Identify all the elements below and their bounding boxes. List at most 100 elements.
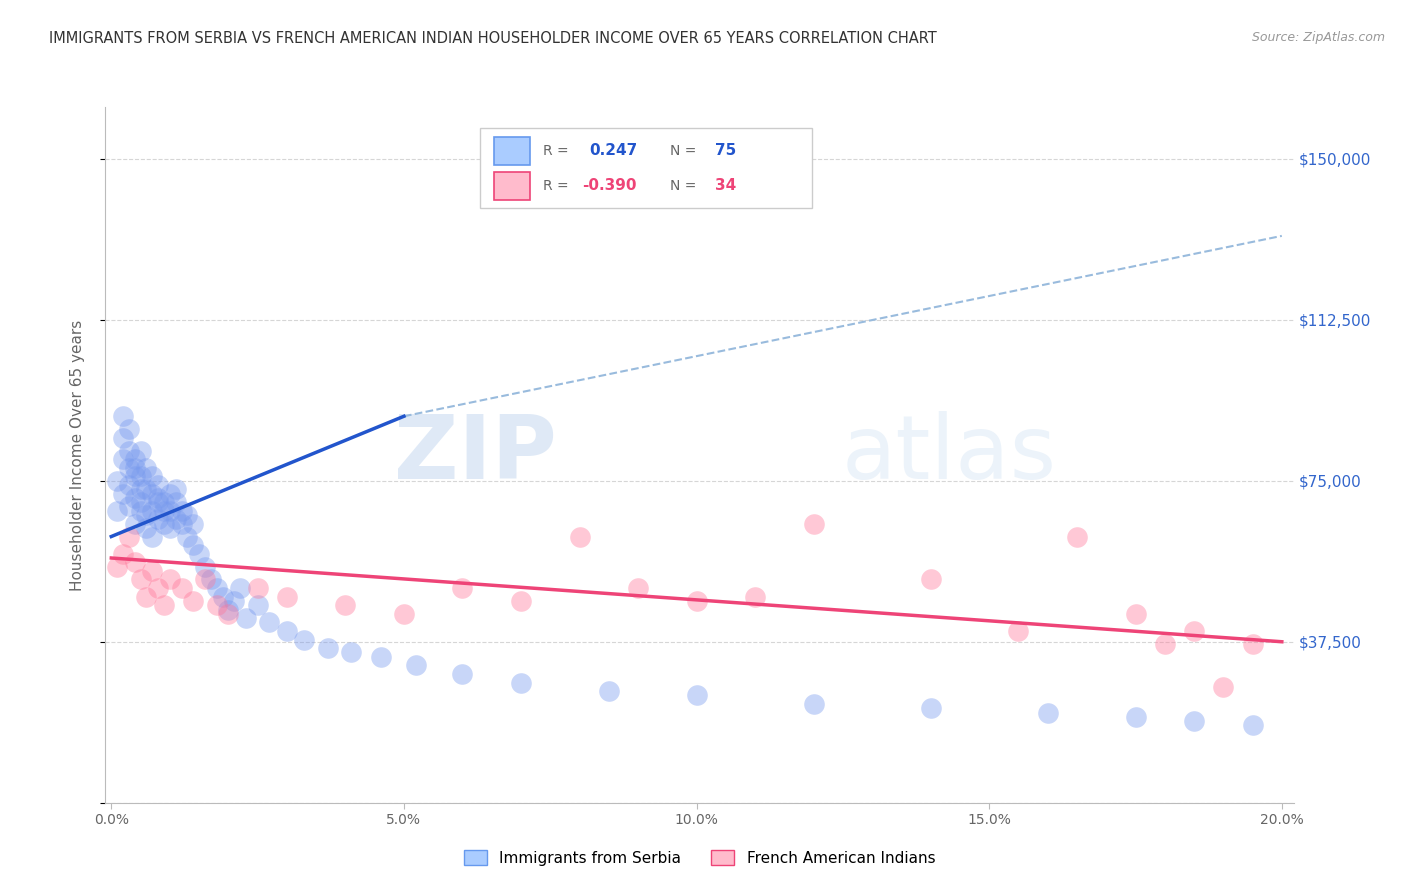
- Point: [1241, 718, 1264, 732]
- Point: [135, 521, 157, 535]
- Point: [141, 564, 163, 578]
- Point: [1066, 529, 1088, 543]
- Bar: [494, 137, 530, 165]
- Point: [124, 460, 146, 475]
- Point: [685, 689, 707, 703]
- Point: [118, 460, 141, 475]
- Bar: [479, 128, 813, 208]
- Point: [205, 581, 228, 595]
- Point: [153, 504, 176, 518]
- Point: [217, 607, 239, 621]
- Point: [129, 504, 152, 518]
- Point: [200, 573, 222, 587]
- Point: [181, 516, 204, 531]
- Point: [181, 594, 204, 608]
- Point: [118, 443, 141, 458]
- Text: atlas: atlas: [842, 411, 1057, 499]
- Point: [105, 504, 128, 518]
- Point: [217, 602, 239, 616]
- Text: 34: 34: [714, 178, 737, 194]
- Point: [111, 452, 134, 467]
- Point: [111, 431, 134, 445]
- Bar: [494, 172, 530, 200]
- Point: [627, 581, 650, 595]
- Point: [159, 486, 181, 500]
- Point: [129, 483, 152, 497]
- Point: [392, 607, 415, 621]
- Point: [159, 573, 181, 587]
- Point: [246, 599, 269, 613]
- Point: [188, 547, 211, 561]
- Text: R =: R =: [543, 144, 568, 158]
- Point: [135, 460, 157, 475]
- Point: [135, 590, 157, 604]
- Point: [146, 495, 169, 509]
- Text: 0.247: 0.247: [589, 144, 637, 159]
- Text: 75: 75: [714, 144, 737, 159]
- Text: -0.390: -0.390: [582, 178, 637, 194]
- Point: [111, 547, 134, 561]
- Point: [1212, 680, 1234, 694]
- Point: [165, 495, 187, 509]
- Point: [920, 701, 942, 715]
- Text: Source: ZipAtlas.com: Source: ZipAtlas.com: [1251, 31, 1385, 45]
- Point: [259, 615, 281, 630]
- Point: [294, 632, 316, 647]
- Point: [165, 512, 187, 526]
- Point: [153, 599, 176, 613]
- Point: [129, 495, 152, 509]
- Point: [118, 500, 141, 514]
- Point: [129, 573, 152, 587]
- Point: [803, 697, 825, 711]
- Point: [451, 667, 474, 681]
- Point: [568, 529, 591, 543]
- Point: [153, 495, 176, 509]
- Point: [124, 469, 146, 483]
- Text: ZIP: ZIP: [394, 411, 557, 499]
- Point: [803, 516, 825, 531]
- Text: IMMIGRANTS FROM SERBIA VS FRENCH AMERICAN INDIAN HOUSEHOLDER INCOME OVER 65 YEAR: IMMIGRANTS FROM SERBIA VS FRENCH AMERICA…: [49, 31, 936, 46]
- Point: [146, 581, 169, 595]
- Point: [1153, 637, 1175, 651]
- Point: [205, 599, 228, 613]
- Point: [176, 508, 198, 522]
- Point: [141, 529, 163, 543]
- Legend: Immigrants from Serbia, French American Indians: Immigrants from Serbia, French American …: [457, 844, 942, 871]
- Point: [1007, 624, 1029, 638]
- Point: [229, 581, 252, 595]
- Point: [118, 422, 141, 436]
- Point: [405, 658, 427, 673]
- Point: [135, 508, 157, 522]
- Point: [1036, 706, 1059, 720]
- Point: [181, 538, 204, 552]
- Point: [920, 573, 942, 587]
- Point: [165, 483, 187, 497]
- Point: [1182, 714, 1205, 729]
- Point: [224, 594, 246, 608]
- Point: [1182, 624, 1205, 638]
- Point: [170, 516, 193, 531]
- Point: [340, 645, 363, 659]
- Point: [316, 641, 339, 656]
- Point: [510, 675, 533, 690]
- Point: [451, 581, 474, 595]
- Text: N =: N =: [669, 144, 696, 158]
- Point: [105, 474, 128, 488]
- Point: [124, 555, 146, 569]
- Point: [744, 590, 766, 604]
- Point: [129, 469, 152, 483]
- Point: [159, 521, 181, 535]
- Point: [129, 443, 152, 458]
- Point: [276, 590, 298, 604]
- Point: [1241, 637, 1264, 651]
- Point: [124, 516, 146, 531]
- Point: [141, 486, 163, 500]
- Point: [176, 529, 198, 543]
- Y-axis label: Householder Income Over 65 years: Householder Income Over 65 years: [70, 319, 84, 591]
- Point: [118, 478, 141, 492]
- Point: [153, 516, 176, 531]
- Point: [124, 491, 146, 505]
- Point: [685, 594, 707, 608]
- Point: [146, 491, 169, 505]
- Point: [170, 504, 193, 518]
